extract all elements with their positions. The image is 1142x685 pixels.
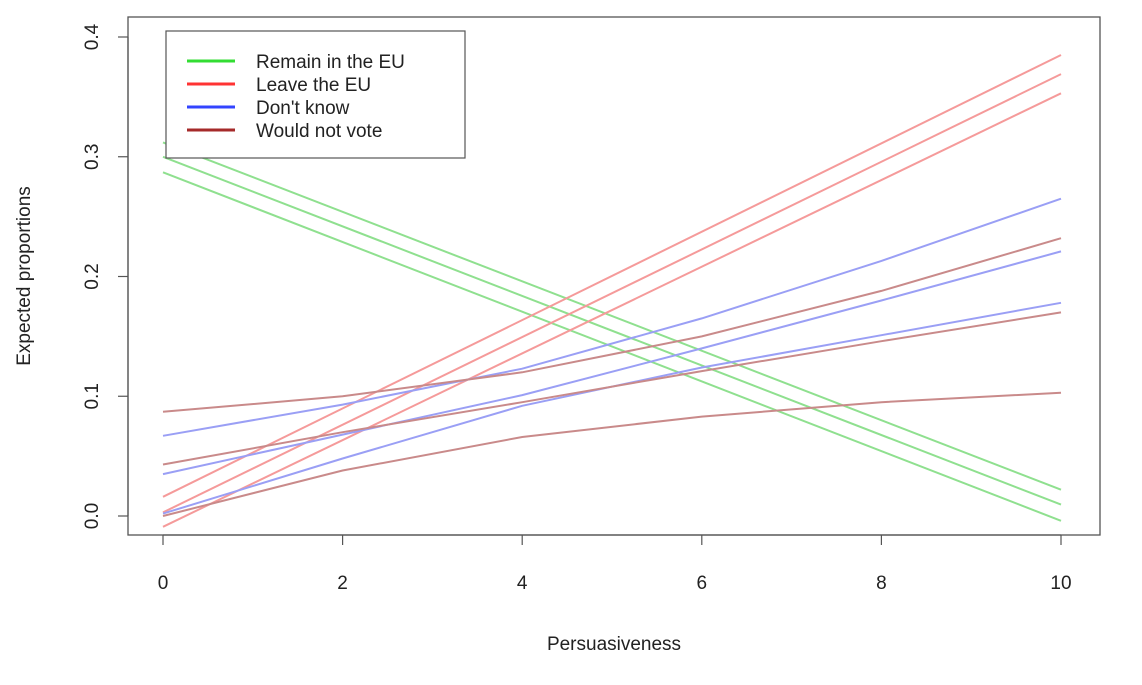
x-tick-label: 2: [337, 573, 348, 594]
y-axis-label: Expected proportions: [14, 186, 35, 366]
legend-label: Leave the EU: [256, 75, 371, 96]
series-line-remain-in-the-eu-3: [162, 171, 1062, 522]
x-tick-label: 10: [1050, 573, 1071, 594]
x-tick-label: 4: [517, 573, 528, 594]
series-line-leave-the-eu-3: [162, 92, 1062, 528]
legend-label: Remain in the EU: [256, 52, 405, 73]
series-line-leave-the-eu-2: [162, 54, 1062, 498]
series-line-would-not-vote-2: [162, 237, 1062, 413]
legend-label: Don't know: [256, 98, 350, 119]
series-line-would-not-vote-3: [162, 391, 1062, 517]
series-line-don-t-know-2: [162, 197, 1062, 437]
series-line-don-t-know-1: [162, 250, 1062, 476]
series-line-would-not-vote-1: [162, 311, 1062, 466]
y-tick-label: 0.2: [82, 263, 103, 289]
legend-box: [165, 30, 466, 159]
series-line-remain-in-the-eu-2: [162, 141, 1062, 491]
series-line-leave-the-eu-1: [162, 73, 1062, 514]
x-tick-label: 0: [158, 573, 169, 594]
y-tick-label: 0.4: [82, 23, 103, 50]
y-tick-label: 0.0: [82, 503, 103, 529]
x-axis-label: Persuasiveness: [547, 634, 681, 655]
x-tick-label: 8: [876, 573, 887, 594]
y-tick-label: 0.3: [82, 144, 103, 170]
axes-layer: 0 2 4 6 8 10 0.0 0.1 0.2 0.3 0.4: [82, 23, 1072, 594]
x-tick-label: 6: [697, 573, 708, 594]
series-line-remain-in-the-eu-1: [162, 155, 1062, 506]
legend-label: Would not vote: [256, 121, 382, 142]
y-tick-label: 0.1: [82, 383, 103, 409]
series-layer: [162, 54, 1062, 528]
